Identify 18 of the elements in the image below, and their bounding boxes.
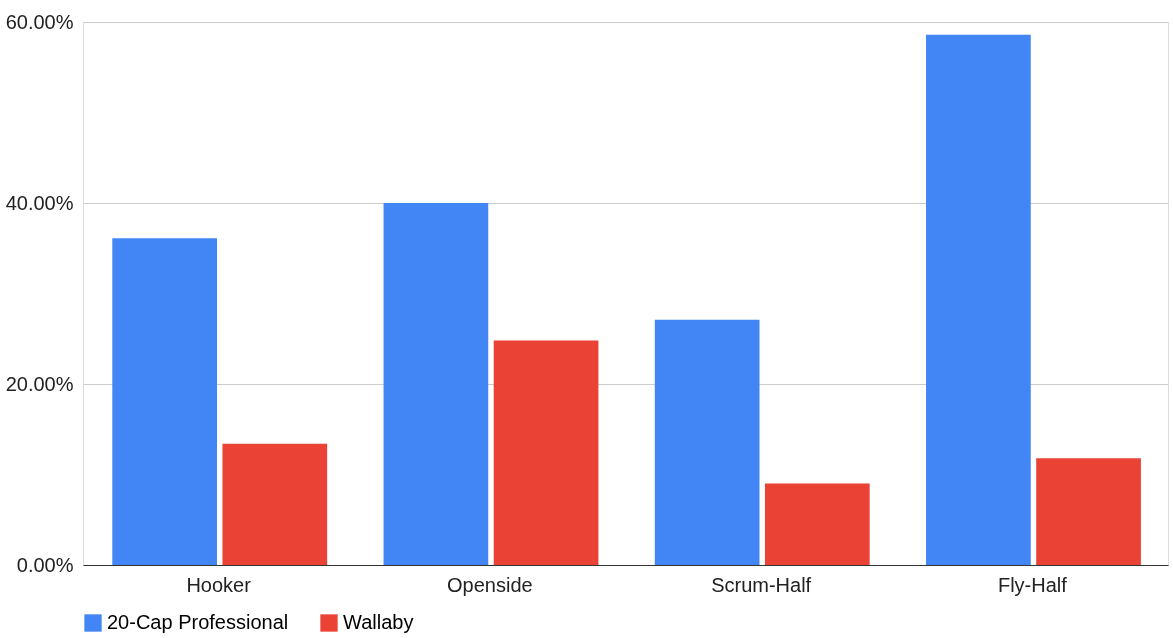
x-tick-label: Fly-Half — [997, 573, 1068, 596]
x-tick-label: Openside — [447, 573, 533, 596]
bar — [383, 203, 489, 565]
y-tick-label: 20.00% — [5, 372, 74, 395]
bar — [493, 340, 599, 565]
bar — [112, 238, 218, 565]
bar — [222, 443, 328, 565]
bar — [1036, 458, 1141, 565]
x-tick-label: Scrum-Half — [711, 573, 812, 596]
bar — [764, 483, 870, 565]
bar — [654, 319, 760, 565]
x-tick-label: Hooker — [186, 573, 252, 596]
y-tick-label: 60.00% — [5, 10, 74, 33]
bar — [926, 34, 1031, 565]
legend-label: Wallaby — [343, 611, 414, 633]
legend-label: 20-Cap Professional — [107, 611, 289, 633]
y-tick-label: 40.00% — [5, 191, 74, 214]
y-tick-label: 0.00% — [16, 553, 74, 576]
